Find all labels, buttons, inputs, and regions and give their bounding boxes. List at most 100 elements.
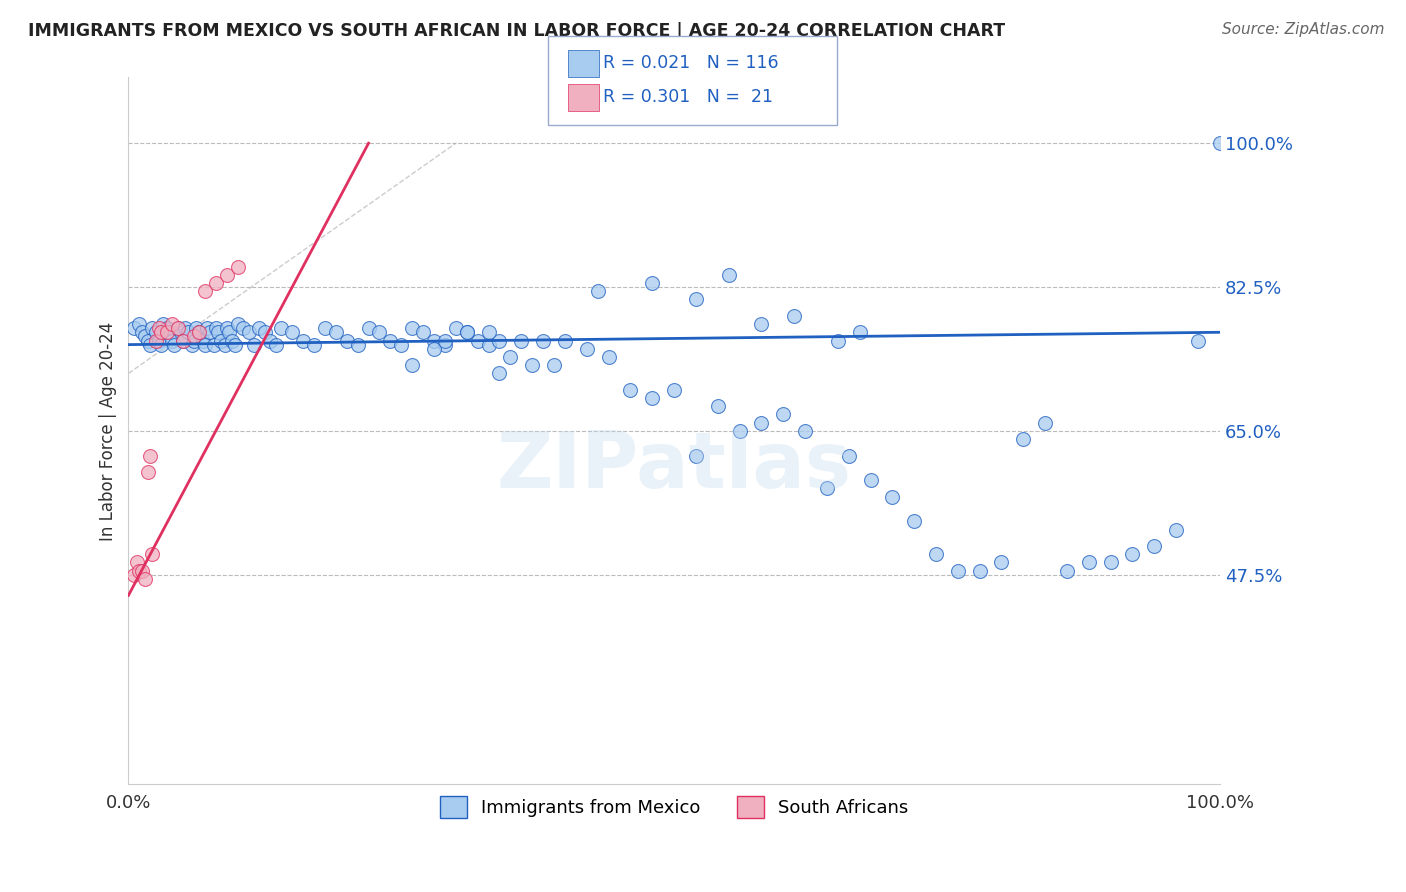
Point: [264, 337, 287, 351]
Point: [238, 326, 260, 340]
Point: [172, 334, 194, 348]
Point: [346, 337, 368, 351]
Point: [794, 424, 817, 438]
Point: [314, 321, 336, 335]
Point: [145, 326, 167, 340]
Point: [815, 482, 838, 496]
Point: [1187, 334, 1209, 348]
Point: [191, 334, 214, 348]
Point: [194, 284, 217, 298]
Point: [224, 337, 246, 351]
Point: [184, 321, 207, 335]
Point: [194, 337, 217, 351]
Point: [423, 342, 446, 356]
Point: [156, 326, 179, 340]
Point: [380, 334, 402, 348]
Point: [1056, 564, 1078, 578]
Point: [848, 326, 870, 340]
Point: [141, 547, 163, 561]
Point: [467, 334, 489, 348]
Point: [990, 556, 1012, 570]
Point: [444, 321, 467, 335]
Point: [401, 321, 423, 335]
Point: [575, 342, 598, 356]
Point: [204, 321, 226, 335]
Point: [172, 334, 194, 348]
Point: [531, 334, 554, 348]
Point: [357, 321, 380, 335]
Point: [1012, 432, 1035, 446]
Point: [174, 321, 197, 335]
Point: [882, 490, 904, 504]
Point: [662, 383, 685, 397]
Point: [598, 350, 620, 364]
Legend: Immigrants from Mexico, South Africans: Immigrants from Mexico, South Africans: [433, 789, 915, 825]
Point: [150, 337, 173, 351]
Point: [249, 321, 271, 335]
Point: [477, 337, 499, 351]
Point: [946, 564, 969, 578]
Point: [183, 329, 205, 343]
Point: [232, 321, 254, 335]
Point: [152, 317, 174, 331]
Point: [423, 334, 446, 348]
Point: [218, 326, 240, 340]
Point: [1099, 556, 1122, 570]
Point: [221, 334, 243, 348]
Point: [336, 334, 359, 348]
Point: [127, 556, 149, 570]
Point: [128, 564, 150, 578]
Point: [139, 449, 162, 463]
Point: [586, 284, 609, 298]
Point: [477, 326, 499, 340]
Point: [543, 358, 565, 372]
Point: [456, 326, 478, 340]
Point: [488, 367, 510, 381]
Point: [188, 326, 211, 340]
Point: [641, 391, 664, 405]
Point: [195, 321, 218, 335]
Point: [177, 326, 200, 340]
Point: [412, 326, 434, 340]
Point: [1077, 556, 1099, 570]
Point: [160, 334, 183, 348]
Point: [209, 334, 232, 348]
Point: [122, 321, 145, 335]
Point: [122, 567, 145, 582]
Text: Source: ZipAtlas.com: Source: ZipAtlas.com: [1222, 22, 1385, 37]
Point: [170, 326, 193, 340]
Point: [148, 334, 170, 348]
Point: [510, 334, 533, 348]
Point: [259, 334, 281, 348]
Point: [903, 514, 925, 528]
Point: [554, 334, 576, 348]
Point: [226, 317, 249, 331]
Point: [128, 317, 150, 331]
Point: [1121, 547, 1143, 561]
Point: [1033, 416, 1056, 430]
Text: IMMIGRANTS FROM MEXICO VS SOUTH AFRICAN IN LABOR FORCE | AGE 20-24 CORRELATION C: IMMIGRANTS FROM MEXICO VS SOUTH AFRICAN …: [28, 22, 1005, 40]
Point: [200, 326, 222, 340]
Point: [156, 321, 179, 335]
Point: [207, 326, 229, 340]
Point: [641, 276, 664, 290]
Point: [160, 317, 183, 331]
Point: [131, 564, 153, 578]
Point: [685, 449, 707, 463]
Point: [433, 337, 456, 351]
Point: [783, 309, 806, 323]
Point: [827, 334, 849, 348]
Point: [751, 317, 773, 331]
Point: [150, 326, 173, 340]
Point: [969, 564, 991, 578]
Point: [325, 326, 347, 340]
Text: ZIPatlas: ZIPatlas: [496, 428, 852, 504]
Point: [728, 424, 751, 438]
Point: [253, 326, 276, 340]
Point: [226, 260, 249, 274]
Point: [163, 337, 186, 351]
Point: [433, 334, 456, 348]
Point: [368, 326, 391, 340]
Point: [456, 326, 478, 340]
Point: [499, 350, 522, 364]
